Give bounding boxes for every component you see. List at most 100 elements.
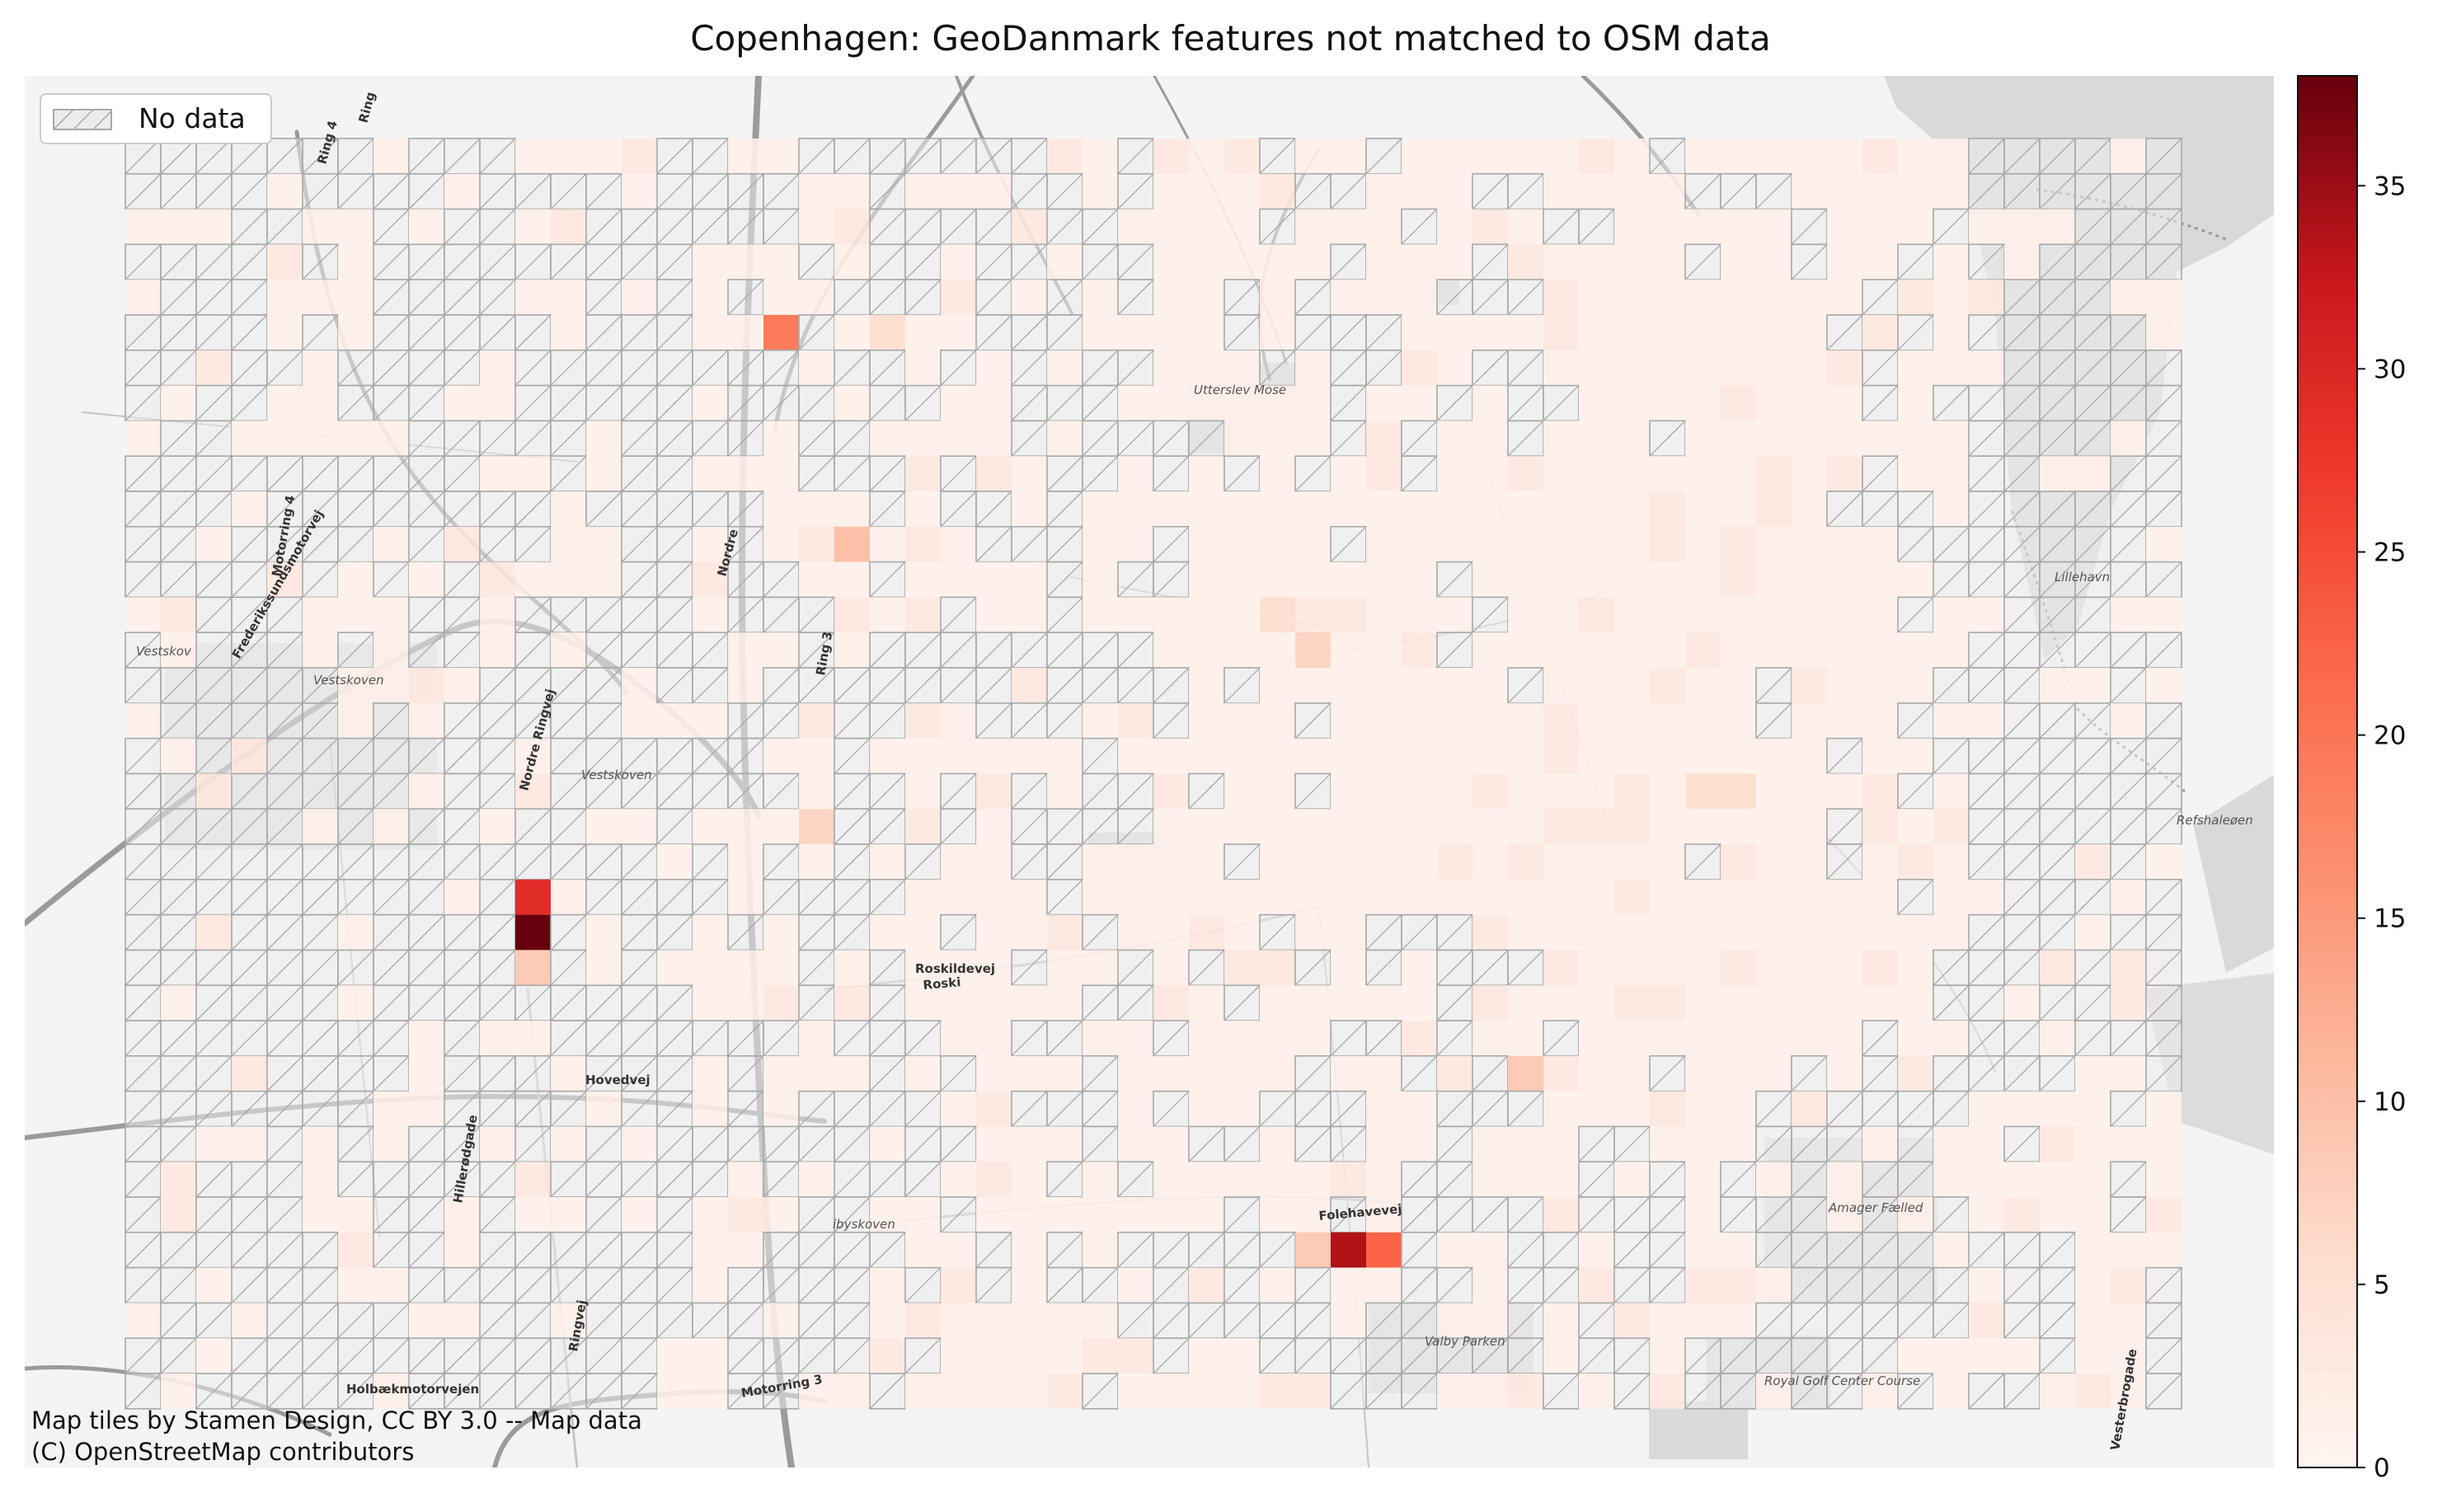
no-data-hatch xyxy=(479,879,516,916)
data-cell xyxy=(1331,809,1366,844)
no-data-hatch xyxy=(373,455,410,492)
no-data-hatch xyxy=(692,420,729,457)
road-label: Roskildevej xyxy=(915,961,995,976)
data-cell xyxy=(941,315,976,350)
data-cell xyxy=(338,702,373,739)
data-cell xyxy=(1083,950,1118,986)
no-data-hatch xyxy=(124,949,162,986)
no-data-hatch xyxy=(656,279,693,316)
data-cell xyxy=(1650,632,1685,668)
data-cell xyxy=(1508,773,1543,810)
data-cell xyxy=(941,420,976,457)
no-data-hatch xyxy=(124,1091,162,1127)
no-data-hatch xyxy=(514,808,552,845)
data-cell xyxy=(373,139,409,174)
data-cell xyxy=(1012,914,1047,951)
no-data-hatch xyxy=(621,843,658,880)
no-data-hatch xyxy=(444,209,481,245)
no-data-hatch xyxy=(266,209,303,245)
no-data-hatch xyxy=(1968,138,2005,175)
data-cell xyxy=(1933,702,1969,739)
data-cell xyxy=(622,702,657,739)
data-cell xyxy=(1508,1162,1543,1197)
data-cell xyxy=(1118,1338,1153,1373)
no-data-hatch xyxy=(1082,738,1119,774)
data-cell xyxy=(1862,597,1898,633)
data-cell xyxy=(2075,1162,2111,1197)
data-cell xyxy=(1366,632,1402,668)
data-cell xyxy=(1756,879,1792,915)
data-cell xyxy=(1402,773,1437,810)
no-data-hatch xyxy=(479,138,516,175)
data-cell xyxy=(551,1126,586,1162)
data-cell xyxy=(1083,173,1118,209)
no-data-hatch xyxy=(1613,1267,1651,1303)
no-data-hatch xyxy=(904,667,942,704)
no-data-hatch xyxy=(1082,667,1119,704)
data-cell xyxy=(976,173,1012,209)
data-cell xyxy=(1295,350,1331,386)
no-data-hatch xyxy=(1578,1337,1615,1374)
no-data-hatch xyxy=(1968,632,2005,669)
data-cell xyxy=(1189,1373,1224,1409)
no-data-hatch xyxy=(763,772,800,810)
data-cell xyxy=(1153,1373,1189,1409)
no-data-hatch xyxy=(1223,314,1261,351)
data-cell xyxy=(586,809,622,844)
no-data-hatch xyxy=(798,1196,835,1233)
data-cell xyxy=(1614,491,1650,527)
data-cell xyxy=(1650,809,1685,844)
no-data-hatch xyxy=(727,173,764,210)
no-data-hatch xyxy=(1011,843,1048,880)
data-cell xyxy=(1189,1162,1224,1197)
no-data-hatch xyxy=(195,1055,232,1092)
no-data-hatch xyxy=(834,1091,871,1127)
data-cell xyxy=(1862,315,1898,350)
data-cell xyxy=(515,1197,551,1233)
data-cell xyxy=(1721,244,1756,280)
data-cell xyxy=(976,985,1012,1021)
no-data-hatch xyxy=(1401,420,1438,457)
no-data-hatch xyxy=(2003,173,2041,210)
data-cell xyxy=(1827,456,1862,491)
no-data-hatch xyxy=(1472,1337,1509,1374)
data-cell xyxy=(586,561,622,598)
data-cell xyxy=(1295,491,1331,527)
data-cell xyxy=(1331,702,1366,739)
data-cell xyxy=(1508,632,1543,668)
no-data-hatch xyxy=(763,596,800,633)
no-data-hatch xyxy=(1330,1373,1367,1410)
no-data-hatch xyxy=(621,420,658,457)
data-cell xyxy=(1508,809,1543,844)
no-data-hatch xyxy=(1436,1267,1473,1303)
no-data-hatch xyxy=(1401,1337,1438,1374)
data-cell xyxy=(1189,244,1224,280)
no-data-hatch xyxy=(656,526,693,563)
colorbar-tick-label: 35 xyxy=(2374,171,2406,201)
no-data-hatch xyxy=(1117,173,1154,210)
no-data-hatch xyxy=(798,984,835,1021)
no-data-hatch xyxy=(1933,984,1970,1021)
no-data-hatch xyxy=(302,879,339,916)
data-cell xyxy=(763,914,799,951)
no-data-hatch xyxy=(266,491,303,528)
data-cell xyxy=(1437,491,1472,527)
data-cell xyxy=(1402,526,1437,562)
data-cell xyxy=(1402,279,1437,315)
no-data-hatch xyxy=(621,385,658,421)
data-cell xyxy=(1508,702,1543,739)
data-cell xyxy=(1295,385,1331,421)
data-cell xyxy=(2111,1126,2146,1162)
no-data-hatch xyxy=(585,1373,622,1410)
data-cell xyxy=(551,279,586,315)
no-data-hatch xyxy=(763,385,800,421)
data-cell xyxy=(941,279,976,315)
no-data-hatch xyxy=(1188,1232,1225,1269)
data-cell xyxy=(373,1126,409,1162)
no-data-hatch xyxy=(1613,1125,1651,1162)
no-data-hatch xyxy=(1365,314,1402,351)
no-data-hatch xyxy=(2110,455,2147,492)
no-data-hatch xyxy=(1507,420,1544,457)
no-data-hatch xyxy=(408,808,445,845)
data-cell xyxy=(586,139,622,174)
